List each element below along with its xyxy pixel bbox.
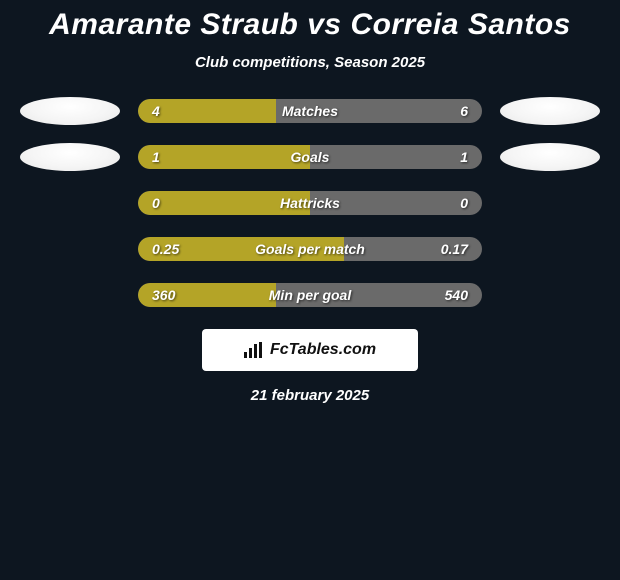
player2-name: Correia Santos [350,8,570,41]
stat-label: Hattricks [280,195,340,211]
player2-avatar [500,97,600,125]
date-text: 21 february 2025 [0,387,620,404]
stat-bar: 1 Goals 1 [138,145,482,169]
stat-row: 0 Hattricks 0 [0,191,620,215]
stat-value-left: 1 [152,149,160,165]
page-title: Amarante Straub vs Correia Santos [0,8,620,42]
vs-text: vs [307,8,341,41]
brand-text: FcTables.com [270,341,376,359]
player1-avatar [20,97,120,125]
subtitle: Club competitions, Season 2025 [0,54,620,71]
player1-name: Amarante Straub [49,8,298,41]
stat-bar: 0 Hattricks 0 [138,191,482,215]
stat-value-right: 0 [460,195,468,211]
stat-value-left: 0 [152,195,160,211]
brand-badge: FcTables.com [202,329,418,371]
stat-label: Min per goal [269,287,351,303]
bars-icon [244,342,264,358]
stat-value-right: 0.17 [441,241,468,257]
stat-bar-fill [138,145,310,169]
stat-value-right: 540 [445,287,468,303]
stat-value-left: 0.25 [152,241,179,257]
player1-avatar [20,143,120,171]
stat-bar: 4 Matches 6 [138,99,482,123]
stat-row: 4 Matches 6 [0,99,620,123]
stat-label: Goals [291,149,330,165]
stats-list: 4 Matches 6 1 Goals 1 0 Hattricks 0 0.25 Goals per… [0,99,620,307]
stat-value-right: 1 [460,149,468,165]
stat-label: Goals per match [255,241,365,257]
stat-row: 0.25 Goals per match 0.17 [0,237,620,261]
stat-label: Matches [282,103,338,119]
stat-row: 360 Min per goal 540 [0,283,620,307]
stat-bar: 0.25 Goals per match 0.17 [138,237,482,261]
comparison-card: Amarante Straub vs Correia Santos Club c… [0,0,620,404]
stat-row: 1 Goals 1 [0,145,620,169]
stat-value-left: 360 [152,287,175,303]
stat-value-right: 6 [460,103,468,119]
stat-bar: 360 Min per goal 540 [138,283,482,307]
stat-value-left: 4 [152,103,160,119]
player2-avatar [500,143,600,171]
